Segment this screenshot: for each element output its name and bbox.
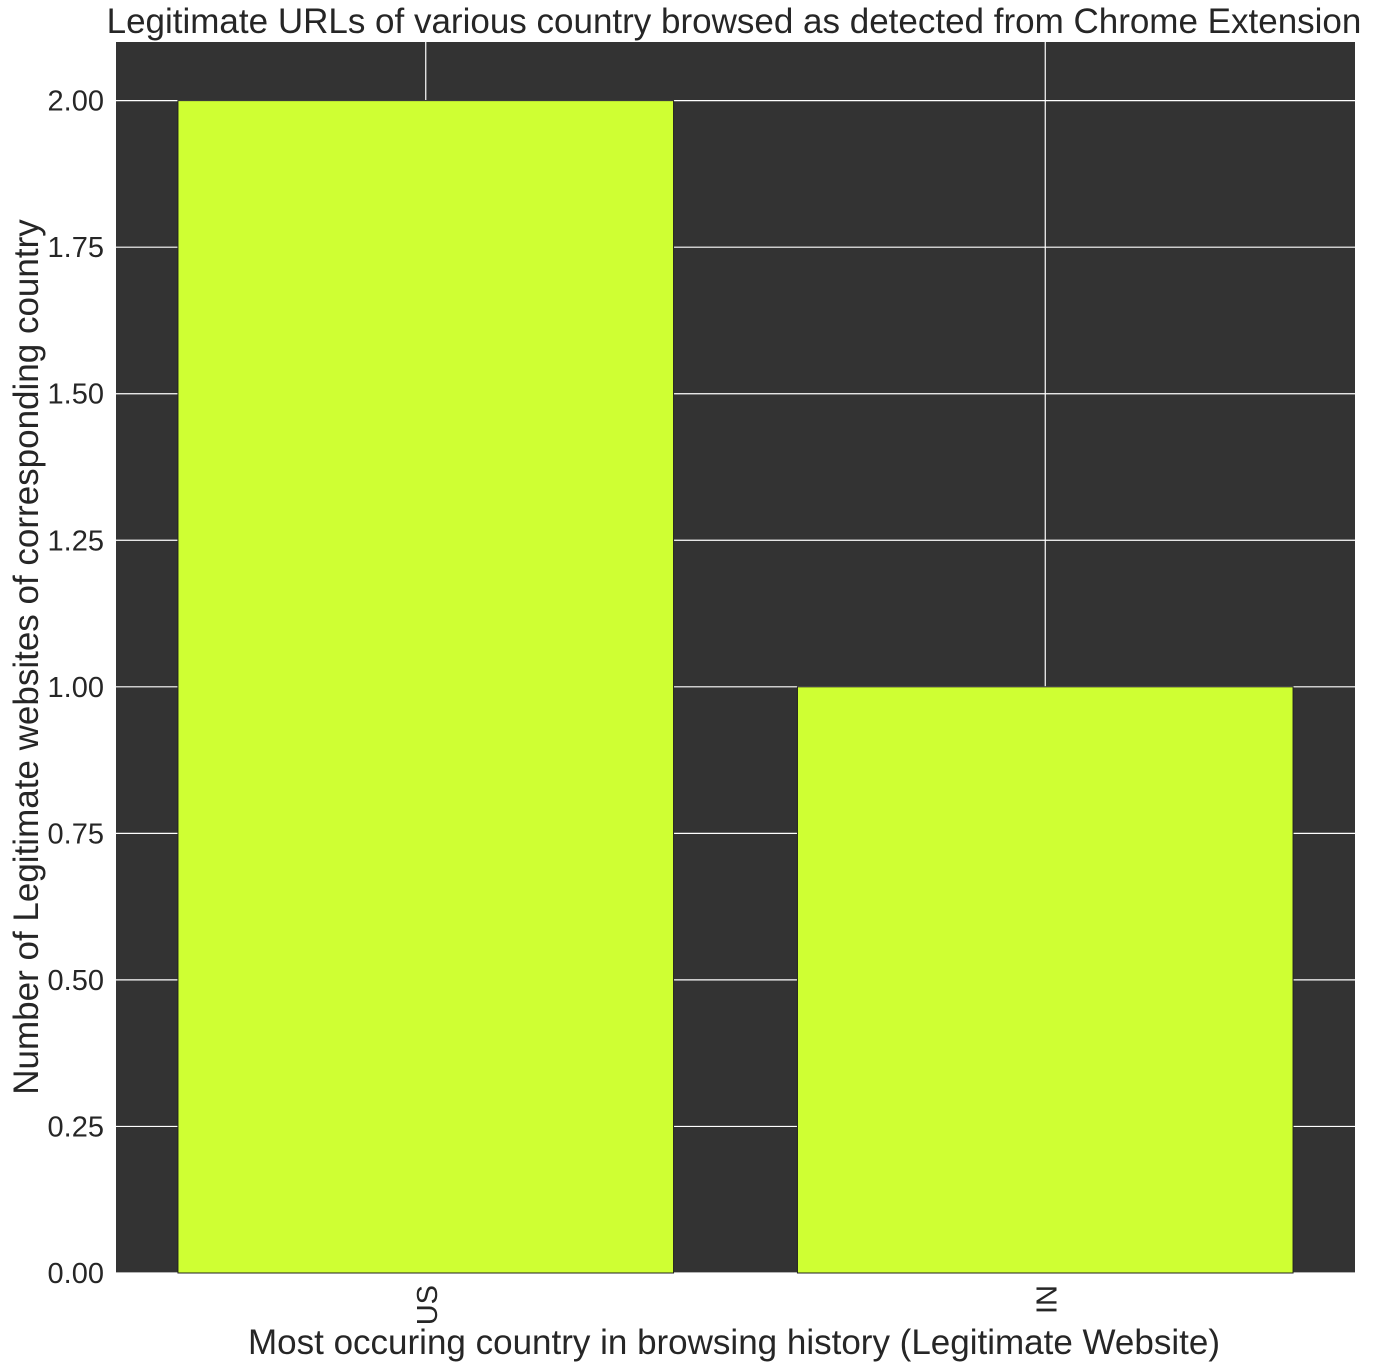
bar-us <box>177 100 675 1274</box>
chart-title: Legitimate URLs of various country brows… <box>107 2 1362 41</box>
y-tick-label: 1.25 <box>48 525 104 557</box>
y-tick-label: 1.00 <box>48 672 104 704</box>
y-tick-label: 1.75 <box>48 232 104 264</box>
x-tick-label: US <box>412 1285 444 1325</box>
y-tick-label: 0.50 <box>48 965 104 997</box>
y-tick-label: 0.75 <box>48 818 104 850</box>
y-tick-label: 2.00 <box>48 86 104 118</box>
y-axis-label: Number of Legitimate websites of corresp… <box>7 219 46 1095</box>
x-axis-label: Most occuring country in browsing histor… <box>248 1323 1220 1362</box>
y-tick-label: 1.50 <box>48 379 104 411</box>
y-tick-label: 0.00 <box>48 1258 104 1290</box>
bars <box>177 100 1294 1274</box>
y-axis-ticks: 0.00 0.25 0.50 0.75 1.00 1.25 1.50 1.75 2.00 <box>48 86 104 1290</box>
x-axis-ticks: US IN <box>412 1285 1064 1325</box>
y-tick-label: 0.25 <box>48 1111 104 1143</box>
x-tick-label: IN <box>1031 1285 1063 1314</box>
bar-in <box>796 686 1294 1274</box>
